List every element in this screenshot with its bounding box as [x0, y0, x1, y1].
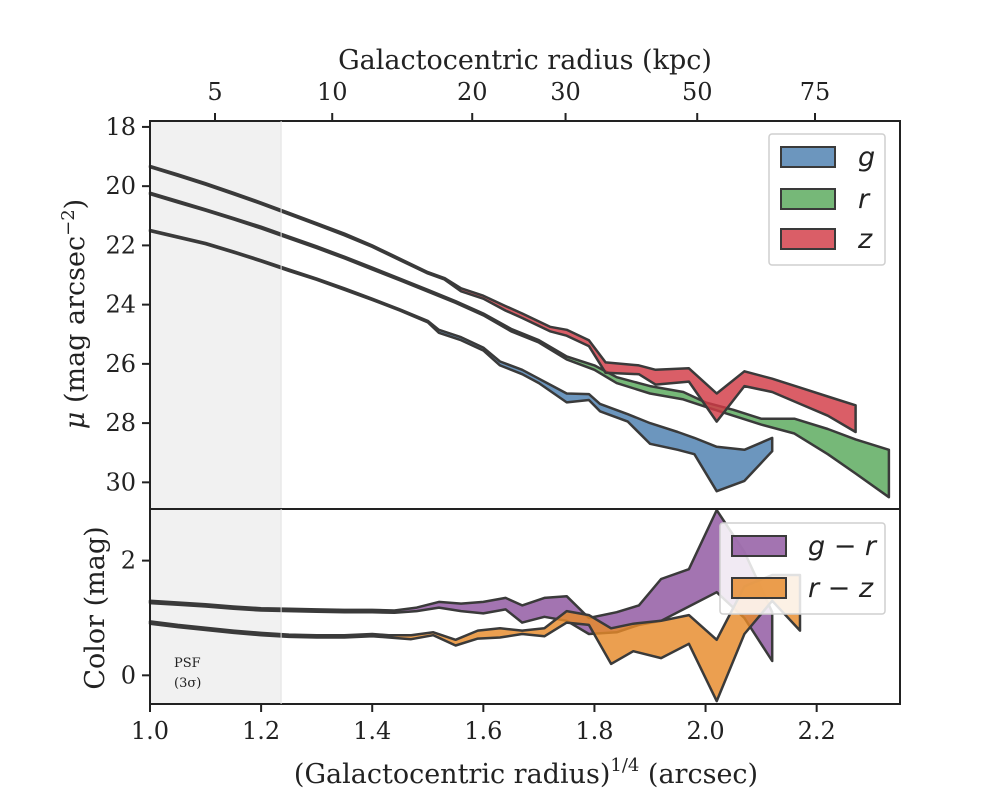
x-tick-label: 1.0 [131, 717, 169, 745]
legend-label-g: g [858, 142, 875, 173]
y-tick-label: 22 [105, 231, 136, 259]
psf-region-top [150, 121, 282, 509]
x-tick-label: 1.2 [242, 717, 280, 745]
x-tick-label: 2.2 [798, 717, 836, 745]
psf-label-line2: (3σ) [174, 676, 201, 691]
top-x-axis-ticks: 5 10 20 30 50 75 [207, 78, 830, 121]
y-axis-label-close: ) [60, 199, 91, 210]
y-tick-label: 18 [105, 113, 136, 141]
top-x-tick-label: 20 [457, 78, 488, 106]
y-axis-label-exponent: −2 [58, 209, 79, 236]
y-tick-label: 2 [121, 547, 136, 575]
x-axis-label-exponent: 1/4 [610, 755, 639, 776]
top-x-tick-label: 10 [317, 78, 348, 106]
band-r [148, 191, 891, 499]
legend-label-z: z [857, 224, 873, 255]
y-tick-label: 26 [105, 350, 136, 378]
legend-swatch-g [780, 146, 836, 168]
band-z [148, 164, 857, 434]
y-axis-label-mu: μ [60, 412, 91, 430]
y-axis-label-bottom: Color (mag) [80, 526, 111, 689]
y-tick-label: 30 [105, 468, 136, 496]
x-tick-label: 2.0 [686, 717, 724, 745]
panel-frame-bottom [149, 508, 901, 705]
band-gr [148, 508, 774, 663]
y-axis-ticks-bottom: 02 [121, 547, 150, 689]
x-axis-label-main: (Galactocentric radius) [294, 759, 610, 790]
psf-label-line1: PSF [174, 656, 201, 671]
y-axis-ticks-top: 18 20 22 24 26 28 30 [105, 113, 150, 496]
y-tick-label: 20 [105, 172, 136, 200]
y-axis-label-unit: (mag arcsec [60, 236, 91, 412]
legend-swatch-gr [731, 535, 787, 557]
color-areas [148, 508, 802, 703]
y-tick-label: 0 [121, 661, 136, 689]
legend-swatch-r [780, 188, 836, 210]
color-panel: PSF (3σ) 02 1.0 1.2 1.4 1.6 1.8 2.0 2.2 g − r … [121, 508, 901, 745]
x-tick-label: 1.4 [353, 717, 391, 745]
legend-top: g r z [768, 133, 886, 266]
legend-label-gr: g − r [808, 531, 878, 562]
x-axis-label: (Galactocentric radius)1/4 (arcsec) [294, 755, 758, 790]
top-x-tick-label: 30 [550, 78, 581, 106]
surface-brightness-areas [148, 164, 891, 499]
y-tick-label: 24 [105, 291, 136, 319]
legend-label-r: r [858, 184, 871, 215]
top-x-tick-label: 75 [800, 78, 831, 106]
top-x-tick-label: 50 [682, 78, 713, 106]
legend-swatch-rz [731, 577, 787, 599]
y-tick-label: 28 [105, 409, 136, 437]
surface-brightness-panel: 18 20 22 24 26 28 30 5 10 20 30 50 75 g r z [105, 78, 901, 510]
legend-label-rz: r − z [808, 573, 874, 604]
legend-swatch-z [780, 228, 836, 250]
x-tick-label: 1.8 [575, 717, 613, 745]
top-x-tick-label: 5 [207, 78, 222, 106]
top-x-axis-label: Galactocentric radius (kpc) [338, 45, 712, 76]
band-g [148, 228, 774, 493]
x-tick-label: 1.6 [464, 717, 502, 745]
x-axis-ticks: 1.0 1.2 1.4 1.6 1.8 2.0 2.2 [131, 704, 836, 745]
y-axis-label-top: μ (mag arcsec−2) [58, 199, 91, 429]
x-axis-label-unit: (arcsec) [639, 759, 758, 790]
legend-bottom: g − r r − z [719, 522, 886, 615]
band-rz [148, 573, 802, 703]
